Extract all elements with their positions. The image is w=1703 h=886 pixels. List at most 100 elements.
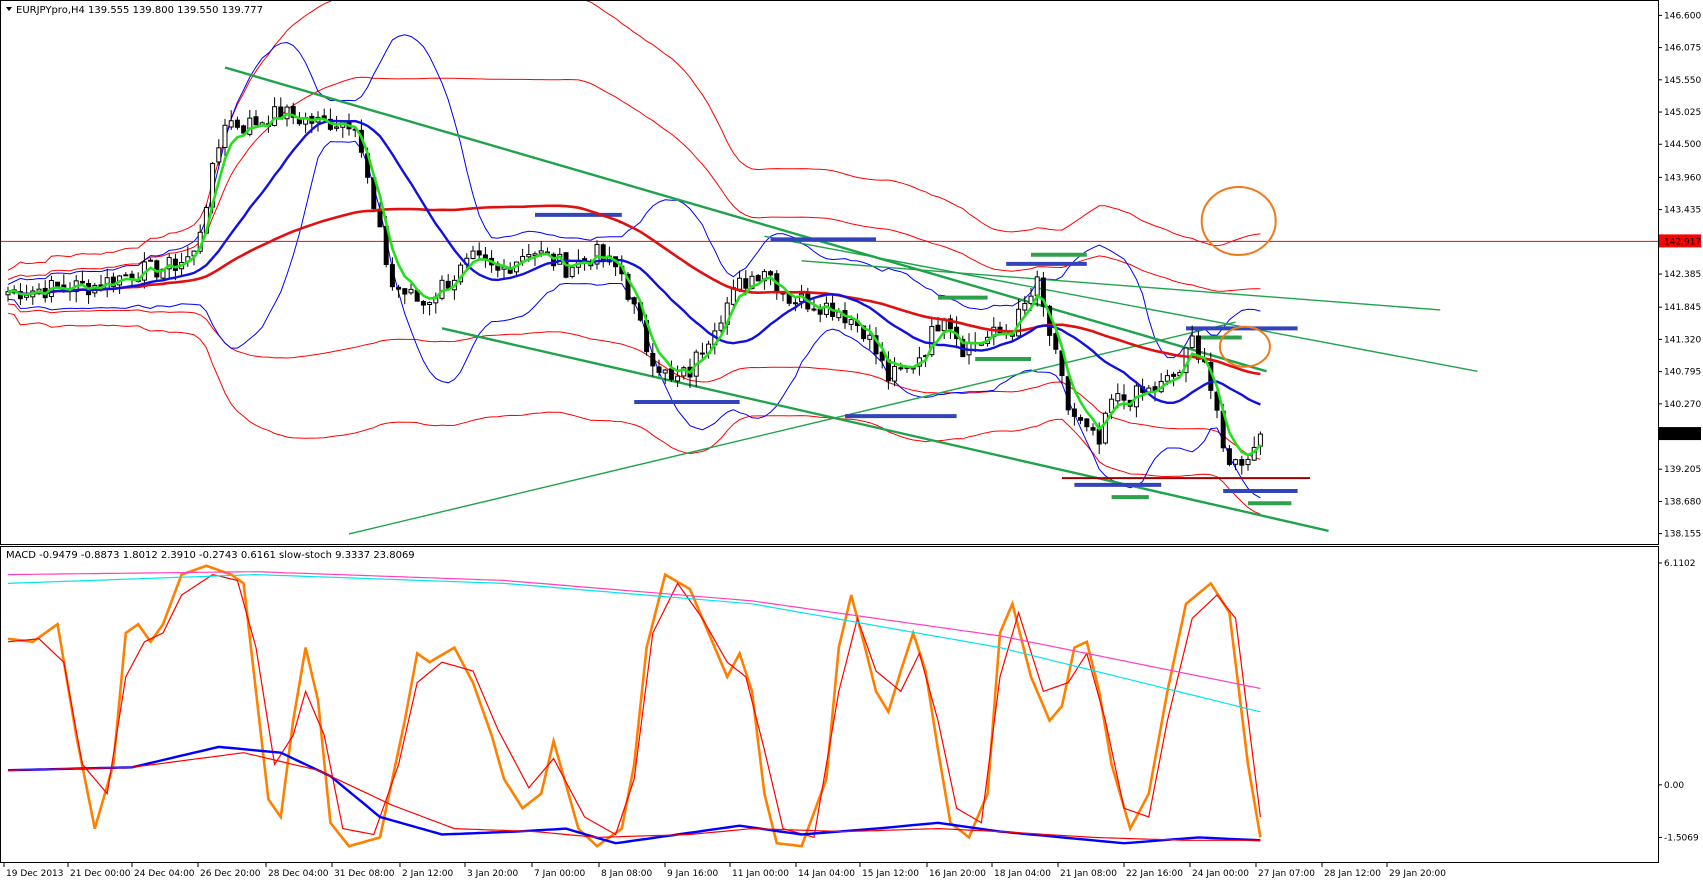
candle-body[interactable] — [1233, 459, 1239, 465]
candle-body[interactable] — [377, 208, 383, 228]
candle-body[interactable] — [947, 318, 953, 330]
candle-body[interactable] — [817, 308, 823, 315]
candle-body[interactable] — [1084, 418, 1090, 428]
highlight-circle[interactable] — [1218, 325, 1271, 368]
candle-body[interactable] — [718, 322, 724, 331]
candle-body[interactable] — [216, 147, 222, 163]
candle-body[interactable] — [1022, 302, 1028, 311]
candle-body[interactable] — [172, 258, 178, 271]
candle-body[interactable] — [420, 300, 426, 306]
date-label: 7 Jan 00:00 — [534, 869, 586, 879]
trend-line[interactable] — [441, 327, 1329, 533]
candle-body[interactable] — [445, 280, 451, 289]
candle-body[interactable] — [935, 324, 941, 332]
candle-body[interactable] — [402, 288, 408, 295]
candle-body[interactable] — [1245, 458, 1251, 466]
candle-body[interactable] — [885, 359, 891, 382]
candle-body[interactable] — [241, 125, 247, 134]
candle-body[interactable] — [811, 308, 817, 311]
candle-body[interactable] — [79, 280, 85, 284]
candle-body[interactable] — [743, 278, 749, 289]
candle-body[interactable] — [396, 286, 402, 290]
candle-body[interactable] — [1171, 373, 1177, 377]
price-label: 138.680 — [1664, 497, 1701, 507]
candle-body[interactable] — [898, 367, 904, 370]
candle-body[interactable] — [551, 253, 557, 267]
candle-body[interactable] — [737, 277, 743, 290]
candle-body[interactable] — [272, 106, 278, 126]
candle-body[interactable] — [1164, 375, 1170, 382]
candle-body[interactable] — [1090, 427, 1096, 431]
main-pane[interactable] — [0, 0, 1659, 545]
candle-body[interactable] — [389, 264, 395, 288]
price-label: 140.270 — [1664, 400, 1701, 410]
candle-body[interactable] — [1239, 458, 1245, 466]
candle-body[interactable] — [538, 250, 544, 254]
candle-body[interactable] — [526, 254, 532, 258]
candle-body[interactable] — [148, 259, 154, 262]
candle-body[interactable] — [656, 366, 662, 373]
candle-body[interactable] — [675, 375, 681, 382]
candle-body[interactable] — [873, 335, 879, 355]
candle-body[interactable] — [569, 266, 575, 278]
candle-body[interactable] — [222, 124, 228, 148]
candle-body[interactable] — [532, 253, 538, 256]
candle-body[interactable] — [1071, 408, 1077, 417]
candle-body[interactable] — [792, 302, 798, 305]
candle-body[interactable] — [290, 105, 296, 118]
highlight-circle[interactable] — [1200, 185, 1277, 256]
candle-body[interactable] — [1040, 277, 1046, 307]
candle-body[interactable] — [1121, 394, 1127, 401]
candle-body[interactable] — [1257, 433, 1263, 447]
candle-body[interactable] — [1195, 335, 1201, 360]
candle-body[interactable] — [879, 351, 885, 361]
indicator-label: 0.00 — [1664, 781, 1684, 791]
candle-body[interactable] — [5, 291, 11, 296]
candle-body[interactable] — [1214, 391, 1220, 411]
candle-body[interactable] — [228, 120, 234, 128]
candle-body[interactable] — [154, 260, 160, 278]
candle-body[interactable] — [334, 126, 340, 129]
candle-body[interactable] — [247, 117, 253, 135]
candle-body[interactable] — [929, 326, 935, 356]
candle-body[interactable] — [668, 368, 674, 380]
candle-body[interactable] — [427, 302, 433, 306]
candle-body[interactable] — [55, 281, 61, 287]
candle-body[interactable] — [470, 250, 476, 260]
candle-body[interactable] — [848, 319, 854, 325]
trend-line[interactable] — [224, 66, 1267, 373]
candle-body[interactable] — [662, 369, 668, 374]
candle-body[interactable] — [892, 365, 898, 382]
menu-triangle-icon[interactable] — [6, 7, 12, 11]
trend-line[interactable] — [801, 260, 1441, 311]
candle-body[interactable] — [1053, 333, 1059, 350]
candle-body[interactable] — [1065, 376, 1071, 411]
candle-body[interactable] — [768, 271, 774, 276]
candle-body[interactable] — [1115, 393, 1121, 402]
candle-body[interactable] — [631, 297, 637, 305]
candle-body[interactable] — [1226, 448, 1232, 465]
candle-body[interactable] — [749, 275, 755, 289]
candle-body[interactable] — [166, 256, 172, 270]
candle-body[interactable] — [110, 276, 116, 287]
candle-body[interactable] — [253, 116, 259, 126]
candle-body[interactable] — [408, 288, 414, 294]
candle-body[interactable] — [476, 250, 482, 256]
candle-body[interactable] — [234, 119, 240, 128]
candle-body[interactable] — [1078, 417, 1084, 421]
trend-line[interactable] — [348, 321, 1236, 535]
candle-body[interactable] — [594, 243, 600, 265]
candle-body[interactable] — [625, 273, 631, 300]
indicator-pane[interactable] — [0, 546, 1659, 863]
candle-body[interactable] — [1034, 276, 1040, 297]
candle-body[interactable] — [1189, 335, 1195, 349]
candle-body[interactable] — [123, 274, 129, 277]
candle-body[interactable] — [650, 352, 656, 367]
candle-body[interactable] — [755, 275, 761, 282]
candle-body[interactable] — [1028, 295, 1034, 304]
candle-body[interactable] — [1102, 412, 1108, 444]
candle-body[interactable] — [1096, 428, 1102, 445]
candle-body[interactable] — [867, 334, 873, 340]
candle-body[interactable] — [699, 352, 705, 355]
trend-line[interactable] — [764, 235, 1478, 372]
